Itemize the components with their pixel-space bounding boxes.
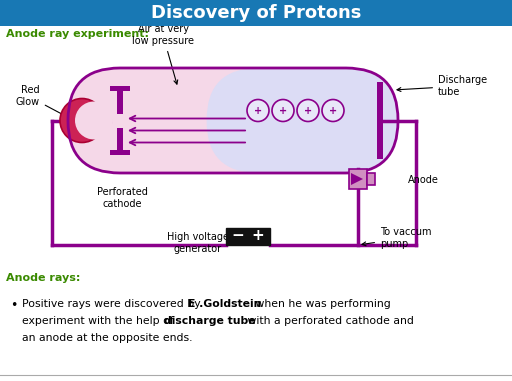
Text: High voltage
generator: High voltage generator [167,232,229,254]
Text: +: + [329,106,337,115]
Text: Perforated
cathode: Perforated cathode [97,187,147,209]
Text: E .Goldstein: E .Goldstein [188,299,261,309]
Text: Anode: Anode [408,175,439,185]
Text: experiment with the help of: experiment with the help of [22,316,177,326]
Text: discharge tube: discharge tube [164,316,255,326]
Bar [117,114,123,128]
Bar [367,173,375,185]
Text: Discharge
tube: Discharge tube [397,75,487,97]
Text: Discovery of Protons: Discovery of Protons [151,4,361,22]
Bar [0,0,512,26]
Text: +: + [304,106,312,115]
Bar [226,228,270,245]
Circle shape [60,99,104,142]
Text: −: − [231,229,244,243]
Text: Red
Glow: Red Glow [16,85,71,118]
Polygon shape [351,173,363,185]
Text: Positive rays were discovered by: Positive rays were discovered by [22,299,204,309]
Text: Anode rays:: Anode rays: [6,273,80,283]
Circle shape [297,99,319,122]
Text: +: + [251,229,264,243]
Circle shape [247,99,269,122]
Circle shape [322,99,344,122]
Text: To vaccum
pump: To vaccum pump [362,227,432,249]
Circle shape [272,99,294,122]
Text: Anode ray experiment:: Anode ray experiment: [6,29,149,39]
Bar [110,150,130,155]
Bar [117,86,123,155]
Text: with a perforated cathode and: with a perforated cathode and [244,316,414,326]
Bar [377,82,383,159]
Bar [349,169,367,189]
Circle shape [75,101,113,139]
FancyBboxPatch shape [207,68,398,173]
Text: Air at very
low pressure: Air at very low pressure [132,24,194,84]
Text: •: • [10,299,17,312]
Bar [110,86,130,91]
FancyBboxPatch shape [68,68,398,173]
Text: +: + [279,106,287,115]
Text: +: + [254,106,262,115]
Text: when he was performing: when he was performing [252,299,391,309]
Text: an anode at the opposite ends.: an anode at the opposite ends. [22,333,193,343]
